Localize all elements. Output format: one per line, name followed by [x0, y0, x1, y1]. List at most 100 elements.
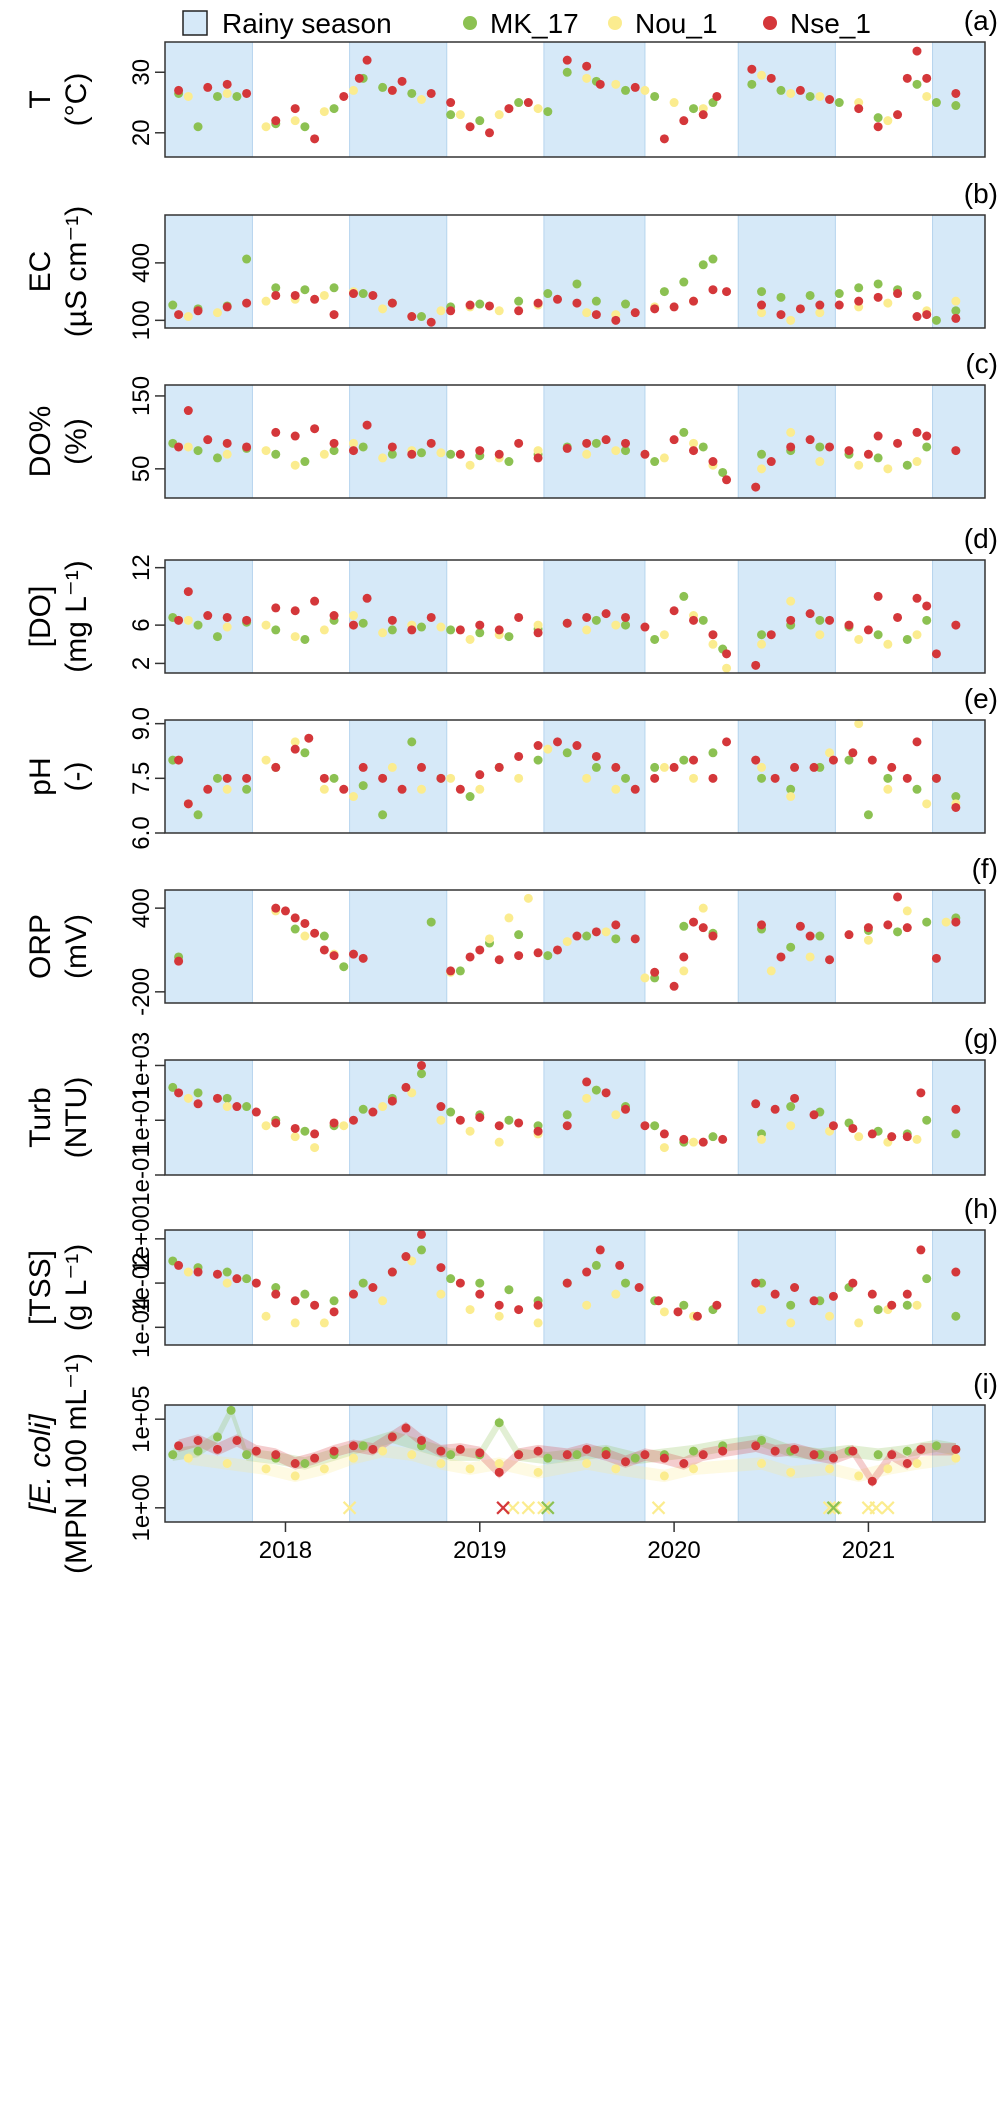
data-point	[436, 448, 446, 458]
data-point	[436, 306, 446, 316]
data-point	[828, 1291, 838, 1301]
data-point	[533, 1126, 543, 1136]
data-point	[339, 962, 349, 972]
data-point	[572, 298, 582, 308]
data-point	[591, 927, 601, 937]
data-point	[790, 762, 800, 772]
data-point	[378, 628, 388, 638]
data-point	[621, 446, 631, 456]
data-point	[659, 1143, 669, 1153]
data-point	[290, 1132, 300, 1142]
data-point	[475, 770, 485, 780]
data-point	[290, 116, 300, 126]
data-point	[815, 457, 825, 467]
data-point	[931, 649, 941, 659]
data-point	[504, 104, 514, 114]
data-point	[722, 287, 732, 297]
data-point	[951, 101, 961, 111]
data-point	[902, 1459, 912, 1468]
data-point	[290, 431, 300, 441]
data-point	[222, 88, 232, 98]
data-point	[595, 1245, 605, 1255]
data-point	[378, 82, 388, 92]
data-point	[795, 304, 805, 314]
data-point	[848, 1278, 858, 1288]
data-point	[698, 1450, 708, 1460]
panel-e: 6.0 7.5 9.0 pH (-) (e)	[24, 683, 998, 850]
below-detection-marker	[521, 1501, 536, 1515]
data-point	[873, 453, 883, 463]
data-point	[757, 300, 767, 310]
data-point	[485, 934, 495, 944]
data-point	[475, 945, 485, 955]
data-point	[329, 1446, 339, 1456]
data-point	[922, 442, 932, 452]
data-point	[348, 611, 358, 621]
data-point	[770, 773, 780, 783]
y-axis-unit-label: (mg L⁻¹)	[60, 560, 93, 673]
data-point	[358, 762, 368, 772]
data-point	[669, 981, 679, 991]
data-point	[640, 85, 650, 95]
data-point	[455, 1115, 465, 1125]
data-point	[611, 1289, 621, 1299]
data-point	[922, 615, 932, 625]
data-point	[591, 310, 601, 320]
below-detection-marker	[869, 1501, 883, 1515]
data-point	[805, 931, 815, 941]
data-point	[533, 741, 543, 751]
data-point	[815, 630, 825, 640]
data-point	[679, 921, 689, 931]
series-nse_1	[174, 406, 961, 492]
data-point	[805, 91, 815, 101]
data-point	[222, 438, 232, 448]
data-point	[290, 924, 300, 934]
data-point	[621, 299, 631, 309]
data-point	[844, 930, 854, 940]
data-point	[922, 1115, 932, 1125]
data-point	[708, 1132, 718, 1142]
data-point	[786, 1300, 796, 1310]
data-point	[654, 1296, 664, 1306]
data-point	[329, 310, 339, 320]
data-point	[436, 1459, 446, 1468]
data-point	[621, 620, 631, 630]
data-point	[304, 733, 314, 743]
data-point	[692, 1311, 702, 1321]
data-point	[174, 1260, 184, 1270]
data-point	[212, 632, 222, 642]
data-point	[193, 1435, 203, 1445]
data-point	[222, 1093, 232, 1103]
data-point	[867, 755, 877, 765]
data-point	[514, 306, 524, 316]
data-point	[931, 953, 941, 963]
data-point	[825, 615, 835, 625]
data-point	[863, 935, 873, 945]
data-point	[893, 612, 903, 622]
data-point	[436, 1263, 446, 1273]
data-point	[883, 116, 893, 126]
data-point	[809, 1296, 819, 1306]
data-point	[222, 1267, 232, 1277]
data-point	[679, 116, 689, 126]
data-point	[494, 762, 504, 772]
y-tick-label: 30	[128, 59, 155, 86]
data-point	[786, 1467, 796, 1477]
data-point	[222, 622, 232, 632]
data-point	[407, 737, 417, 747]
data-point	[514, 612, 524, 622]
data-point	[582, 1077, 592, 1087]
data-point	[650, 304, 660, 314]
data-point	[446, 1107, 456, 1117]
data-point	[893, 289, 903, 299]
data-point	[854, 719, 864, 729]
rainy-season-band	[164, 1229, 253, 1346]
data-point	[455, 784, 465, 794]
data-point	[494, 1300, 504, 1310]
data-point	[611, 315, 621, 325]
data-point	[893, 110, 903, 120]
data-point	[863, 625, 873, 635]
data-point	[873, 292, 883, 302]
data-point	[887, 1450, 897, 1460]
data-point	[174, 310, 184, 320]
